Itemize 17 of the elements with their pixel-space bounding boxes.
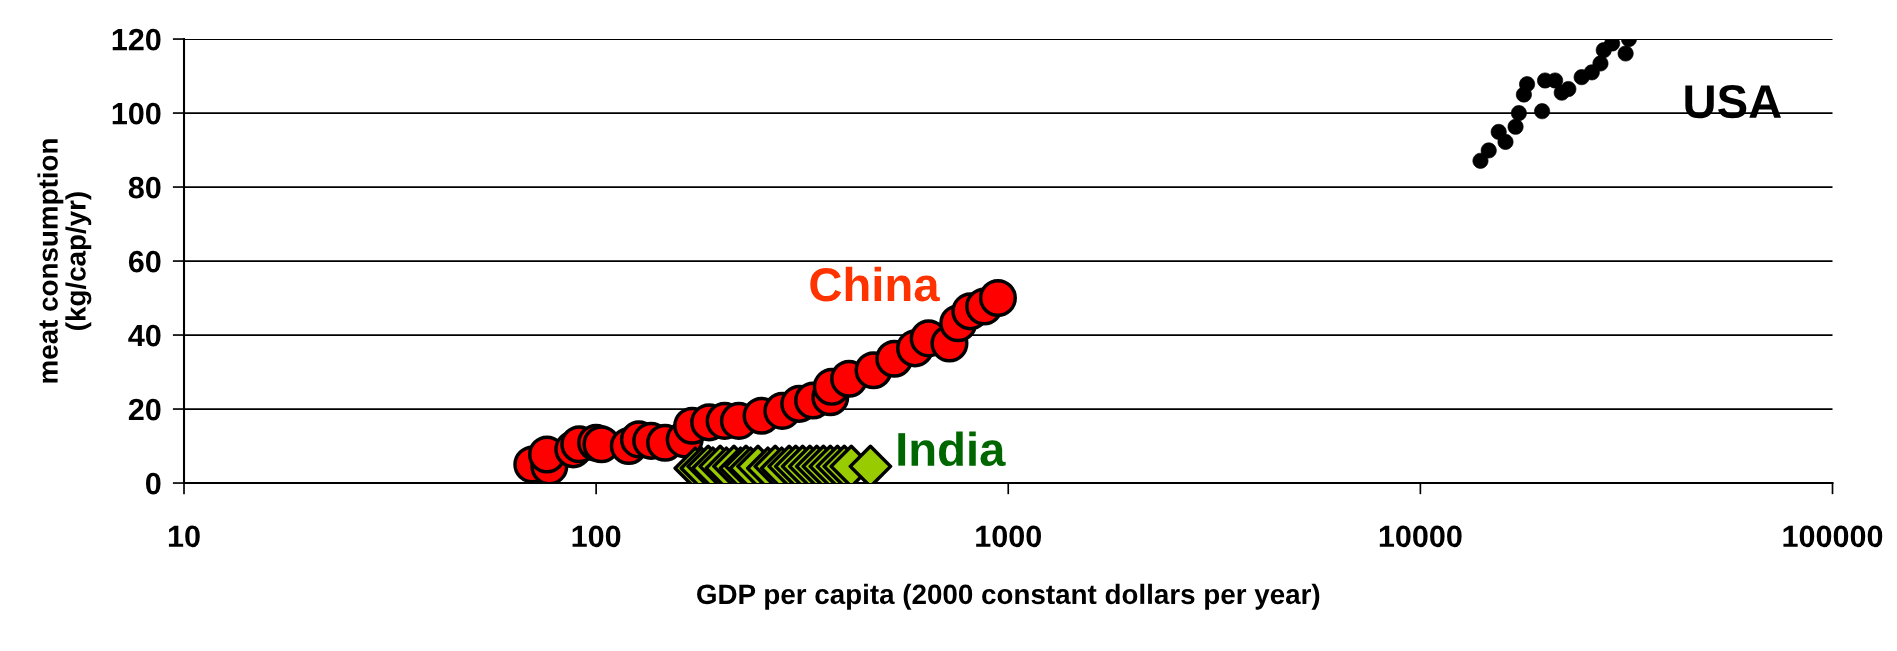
x-tick-label: 10000 xyxy=(1379,525,1462,548)
series-label: China xyxy=(810,266,940,302)
x-tick-label: 100 xyxy=(572,525,621,548)
x-tick-label: 100000 xyxy=(1783,525,1883,548)
y-tick-label: 40 xyxy=(128,324,161,347)
x-tick-label: 10 xyxy=(168,525,200,548)
y-axis-title: meat consumption (kg/cap/yr) xyxy=(37,139,92,383)
y-tick-label: 120 xyxy=(112,28,161,51)
y-tick-label: 100 xyxy=(112,102,161,125)
y-tick-label: 20 xyxy=(128,398,161,421)
series-label: USA xyxy=(1685,84,1781,119)
y-tick-label: 60 xyxy=(128,250,161,273)
y-tick-label: 80 xyxy=(128,176,161,199)
x-axis-title: GDP per capita (2000 constant dollars per year) xyxy=(697,583,1320,610)
series-label: India xyxy=(898,431,1006,467)
x-tick-label: 1000 xyxy=(976,525,1041,548)
y-tick-label: 0 xyxy=(146,472,161,495)
